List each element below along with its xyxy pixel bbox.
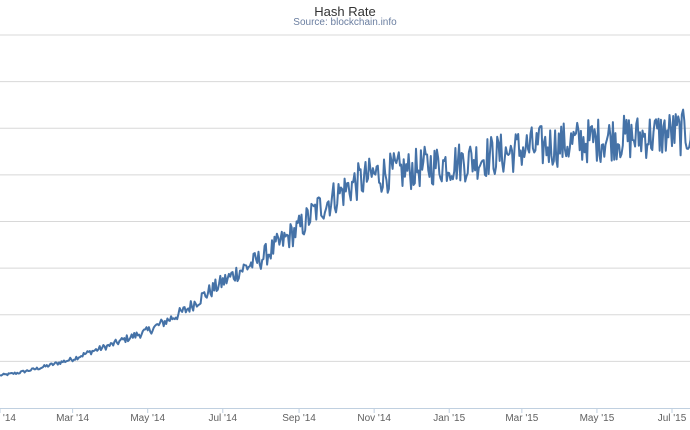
x-axis: Jan '14 Mar '14 May '14 Jul '14 Sep '14 Nov '… [0, 408, 687, 424]
x-tick-label: Mar '15 [505, 413, 538, 424]
x-tick-label: May '14 [130, 413, 165, 424]
chart-title: Hash Rate [314, 4, 376, 19]
x-tick-label: Sep '14 [282, 413, 316, 424]
x-tick-label: Jan '15 [433, 413, 465, 424]
x-tick-label: Jul '15 [658, 413, 687, 424]
series-group [0, 108, 690, 377]
hash-rate-line [0, 108, 690, 377]
y-gridlines [0, 34, 690, 409]
x-tick-label: Nov '14 [357, 413, 391, 424]
x-tick-label: May '15 [580, 413, 615, 424]
x-tick-label: Jan '14 [0, 413, 16, 424]
x-tick-label: Mar '14 [56, 413, 89, 424]
chart-subtitle: Source: blockchain.info [293, 17, 397, 28]
x-tick-label: Jul '14 [208, 413, 237, 424]
